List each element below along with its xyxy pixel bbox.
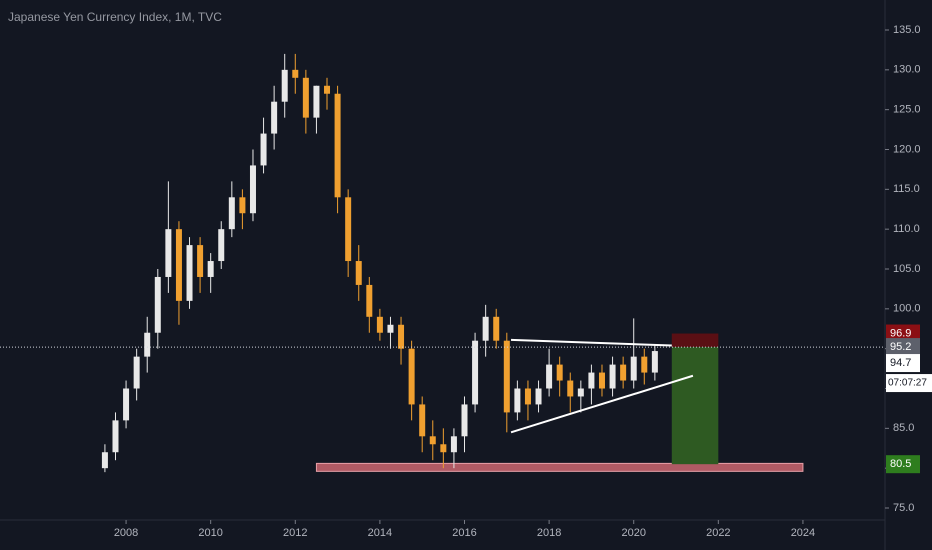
- y-tick-label: 125.0: [893, 104, 921, 116]
- candle-body: [641, 356, 648, 373]
- candle-body: [154, 276, 161, 333]
- trend-line: [510, 374, 694, 434]
- candle-body: [408, 348, 415, 405]
- candle-body: [175, 229, 182, 301]
- candle-body: [186, 245, 193, 301]
- candle-body: [239, 197, 246, 214]
- candle-body: [207, 261, 214, 277]
- candle-body: [503, 340, 510, 413]
- candle-body: [366, 284, 373, 317]
- x-tick-label: 2022: [706, 527, 730, 539]
- candle-body: [620, 364, 627, 381]
- candle-body: [123, 388, 130, 421]
- x-tick-label: 2014: [368, 527, 392, 539]
- x-tick-label: 2018: [537, 527, 561, 539]
- candle-body: [345, 197, 352, 262]
- candle-body: [630, 356, 637, 381]
- support-zone: [315, 462, 804, 472]
- x-tick-label: 2020: [621, 527, 645, 539]
- price-label-bg: [886, 354, 920, 373]
- candle-body: [324, 85, 331, 94]
- candle-body: [450, 436, 457, 453]
- candle-body: [281, 69, 288, 102]
- candle-body: [514, 388, 521, 413]
- candle-body: [144, 332, 151, 357]
- candle-body: [440, 444, 447, 453]
- candle-body: [419, 404, 426, 437]
- candle-body: [133, 356, 140, 389]
- x-tick-label: 2008: [114, 527, 138, 539]
- candle-body: [112, 420, 119, 453]
- candle-body: [228, 197, 235, 230]
- candle-body: [524, 388, 531, 405]
- candle-body: [556, 364, 563, 381]
- y-tick-label: 105.0: [893, 263, 921, 275]
- candle-body: [292, 69, 299, 78]
- candle-body: [271, 101, 278, 134]
- candle-body: [376, 316, 383, 333]
- y-tick-label: 115.0: [893, 183, 920, 195]
- candle-body: [535, 388, 542, 405]
- target-zone: [671, 347, 719, 465]
- candle-body: [313, 85, 320, 118]
- countdown-bg: [886, 374, 932, 393]
- candle-body: [609, 364, 616, 389]
- price-label: 96.9: [890, 327, 911, 339]
- trend-line: [510, 338, 672, 347]
- candle-body: [588, 372, 595, 389]
- candle-body: [398, 324, 405, 349]
- candle-body: [355, 261, 362, 285]
- candle-body: [165, 229, 172, 277]
- price-label: 80.5: [890, 458, 911, 470]
- chart-title: Japanese Yen Currency Index, 1M, TVC: [8, 10, 222, 24]
- candle-body: [472, 340, 479, 405]
- candle-body: [101, 452, 108, 469]
- y-tick-label: 100.0: [893, 303, 921, 315]
- candle-body: [461, 404, 468, 437]
- candle-body: [218, 229, 225, 262]
- y-tick-label: 120.0: [893, 143, 921, 155]
- candle-body: [651, 351, 658, 373]
- candle-body: [598, 372, 605, 389]
- candle-body: [493, 316, 500, 341]
- stop-zone: [671, 333, 719, 348]
- candle-body: [482, 316, 489, 341]
- y-tick-label: 130.0: [893, 64, 921, 76]
- candle-body: [302, 77, 309, 118]
- candle-body: [429, 436, 436, 445]
- price-label: 95.2: [890, 341, 911, 353]
- candle-body: [387, 324, 394, 333]
- price-label-bg: [886, 324, 920, 343]
- y-tick-label: 135.0: [893, 24, 921, 36]
- countdown: 07:07:27: [888, 378, 927, 389]
- candle-body: [577, 388, 584, 397]
- candle-body: [260, 133, 267, 166]
- y-tick-label: 110.0: [893, 223, 920, 235]
- x-tick-label: 2012: [283, 527, 307, 539]
- candle-body: [197, 245, 204, 277]
- candle-body: [249, 165, 256, 214]
- price-label: 94.7: [890, 357, 911, 369]
- price-label-bg: [886, 455, 920, 474]
- y-tick-label: 85.0: [893, 422, 914, 434]
- x-tick-label: 2024: [791, 527, 815, 539]
- x-tick-label: 2010: [198, 527, 222, 539]
- candle-body: [567, 380, 574, 397]
- y-tick-label: 75.0: [893, 502, 914, 514]
- price-label-bg: [886, 338, 920, 357]
- candle-body: [546, 364, 553, 389]
- x-tick-label: 2016: [452, 527, 476, 539]
- candle-body: [334, 93, 341, 198]
